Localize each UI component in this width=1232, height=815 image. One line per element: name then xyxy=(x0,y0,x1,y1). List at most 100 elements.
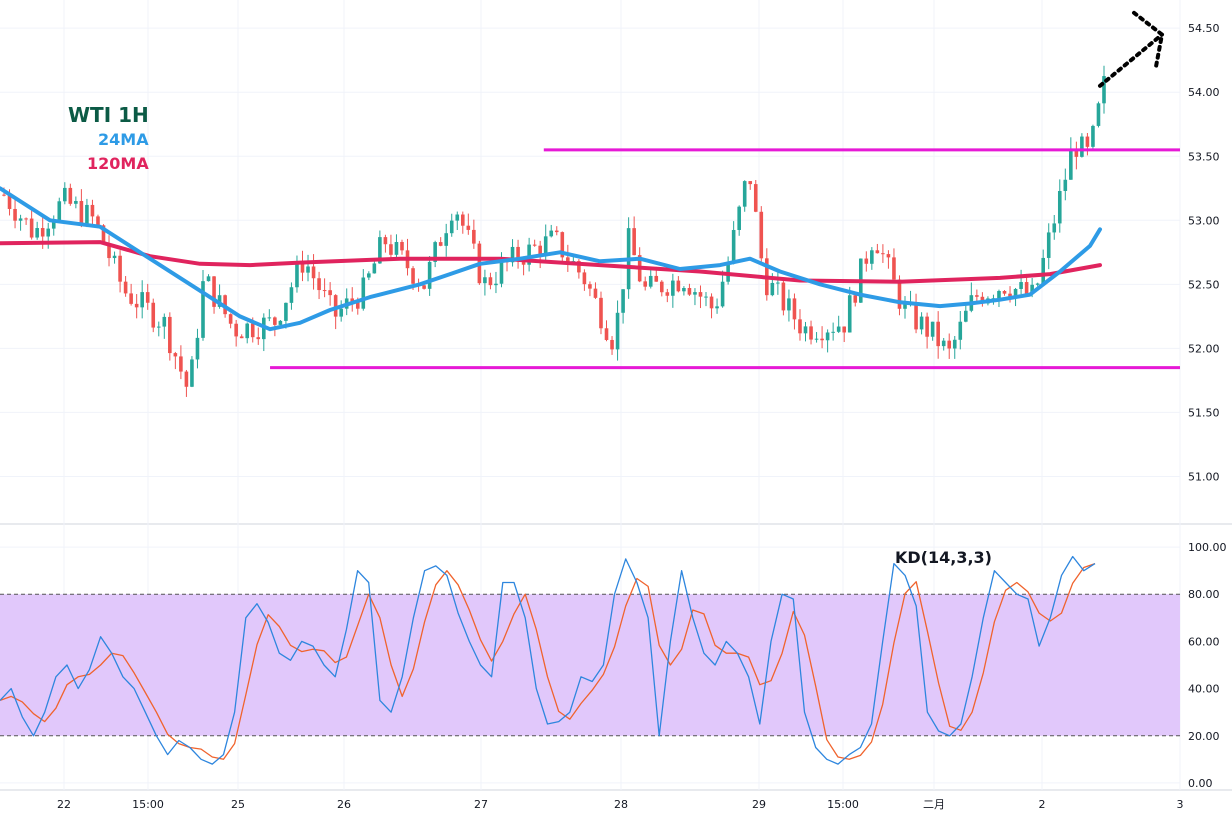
candle-body xyxy=(245,323,250,339)
candle-body xyxy=(195,337,200,360)
candle-body xyxy=(693,292,697,295)
candle-body xyxy=(466,225,471,230)
candle-body xyxy=(936,321,940,347)
legend-ma24: 24MA xyxy=(98,130,149,149)
time-tick-label: 22 xyxy=(57,798,71,811)
candle-body xyxy=(289,287,294,303)
candle-body xyxy=(361,277,366,309)
time-tick-label: 26 xyxy=(337,798,351,811)
candle-body xyxy=(472,229,476,244)
candle-body xyxy=(676,280,681,292)
candle-body xyxy=(460,214,465,226)
moving-average-lines xyxy=(0,186,1102,332)
forecast-arrow-shaft xyxy=(1098,32,1164,88)
candle-body xyxy=(875,250,880,254)
candle-body xyxy=(239,336,244,339)
kd-d-line xyxy=(0,562,1096,760)
candle-body xyxy=(1052,223,1057,233)
candle-body xyxy=(903,303,907,309)
candle-body xyxy=(510,246,515,263)
candle-body xyxy=(853,295,858,303)
candle-body xyxy=(521,261,526,265)
candle-body xyxy=(1019,282,1023,289)
candle-body xyxy=(659,281,664,293)
candle-body xyxy=(1074,149,1079,157)
candle-body xyxy=(787,298,791,311)
candle-body xyxy=(1069,149,1073,180)
candle-body xyxy=(256,337,261,340)
price-tick-label: 53.50 xyxy=(1188,150,1220,163)
chart-title: WTI 1H xyxy=(68,103,149,127)
candle-body xyxy=(870,250,874,264)
candle-body xyxy=(709,296,714,309)
time-tick-label: 二月 xyxy=(923,798,945,811)
candle-body xyxy=(234,323,238,337)
candle-body xyxy=(328,290,332,296)
candle-body xyxy=(411,268,415,284)
candle-body xyxy=(532,244,537,246)
candle-body xyxy=(151,302,156,328)
candle-body xyxy=(648,275,653,287)
candle-body xyxy=(582,272,587,285)
candle-body xyxy=(300,262,305,273)
time-tick-label: 28 xyxy=(614,798,628,811)
kd-tick-label: 100.00 xyxy=(1188,541,1227,554)
candle-body xyxy=(842,326,847,333)
candle-body xyxy=(593,288,598,298)
candle-body xyxy=(68,187,73,204)
candle-body xyxy=(168,316,172,354)
candle-body xyxy=(278,320,283,325)
candle-body xyxy=(892,257,896,280)
candle-body xyxy=(333,295,338,317)
candle-body xyxy=(748,181,753,185)
candle-body xyxy=(206,276,211,282)
kd-tick-label: 80.00 xyxy=(1188,588,1220,601)
candle-body xyxy=(759,211,764,259)
candle-body xyxy=(162,316,167,327)
candle-body xyxy=(704,296,708,298)
candle-body xyxy=(228,314,233,324)
candle-body xyxy=(1085,136,1090,147)
candle-body xyxy=(118,255,122,282)
price-tick-label: 51.00 xyxy=(1188,470,1220,483)
candle-body xyxy=(742,181,747,207)
candle-body xyxy=(527,244,531,265)
time-tick-label: 27 xyxy=(474,798,488,811)
candle-body xyxy=(621,289,625,313)
candle-body xyxy=(372,263,377,274)
candle-body xyxy=(339,308,343,317)
price-tick-label: 52.50 xyxy=(1188,278,1220,291)
candle-body xyxy=(306,266,310,273)
candle-body xyxy=(35,228,39,238)
candle-body xyxy=(671,280,675,296)
candle-body xyxy=(355,302,360,309)
candle-body xyxy=(400,241,404,251)
candle-body xyxy=(1041,257,1045,284)
candle-body xyxy=(665,292,670,296)
candle-body xyxy=(964,310,968,322)
price-tick-label: 51.50 xyxy=(1188,406,1220,419)
candle-body xyxy=(1102,76,1106,104)
candle-body xyxy=(1002,290,1007,294)
candle-body xyxy=(383,237,388,245)
candle-body xyxy=(952,339,957,349)
candle-body xyxy=(422,285,426,289)
candle-body xyxy=(85,204,89,225)
candle-body xyxy=(96,216,100,226)
candle-body xyxy=(284,302,288,321)
candle-body xyxy=(79,200,84,225)
candle-body xyxy=(975,295,979,297)
candle-body xyxy=(836,326,841,332)
candle-body xyxy=(13,208,17,221)
candle-body xyxy=(1063,179,1068,191)
candle-body xyxy=(444,233,449,246)
price-tick-label: 54.50 xyxy=(1188,22,1220,35)
candle-body xyxy=(1091,125,1095,147)
candle-body xyxy=(101,225,106,244)
candle-body xyxy=(24,218,28,220)
candle-body xyxy=(250,323,255,338)
kd-band xyxy=(0,594,1180,736)
kd-k-line xyxy=(0,555,1096,765)
